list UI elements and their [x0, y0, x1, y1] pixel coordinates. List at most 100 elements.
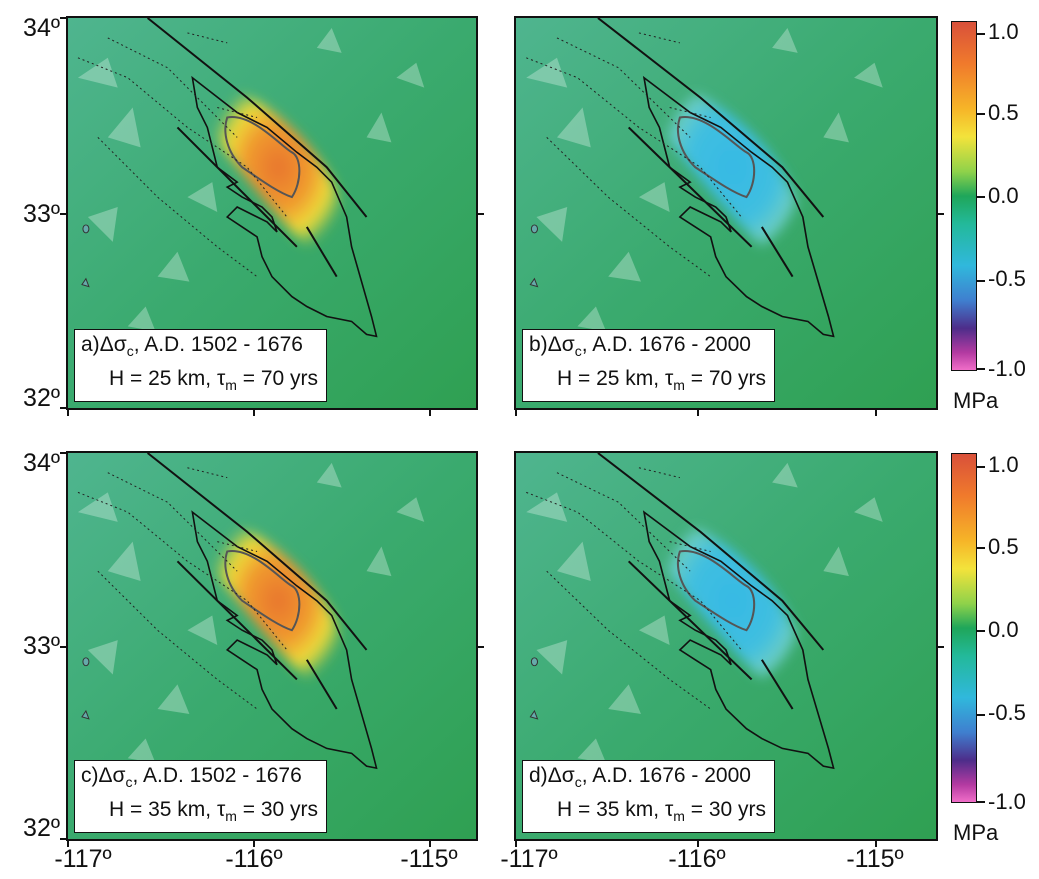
tick-mark [515, 410, 517, 416]
rupture-outline [642, 75, 835, 338]
y-label-34-bottom: 34º [23, 449, 60, 477]
panel-label-line1: a)Δσc, A.D. 1502 - 1676 [81, 331, 318, 365]
y-label-33-top: 33º [23, 200, 60, 228]
fault-trace [627, 560, 753, 681]
colorbar-tick [977, 630, 985, 632]
thickness-text: H = 25 km, [109, 366, 217, 390]
colorbar-tick [977, 466, 985, 468]
panel-letter: b) [529, 332, 548, 356]
period-text: , A.D. 1676 - 2000 [581, 763, 751, 787]
small-lake [81, 709, 90, 720]
colorbar-label-0: 0.0 [988, 183, 1019, 208]
tick-mark [429, 841, 431, 847]
tick-mark [697, 841, 699, 847]
tick-mark [515, 841, 517, 847]
fault-trace [305, 226, 338, 278]
small-lake [81, 277, 90, 288]
stress-anomaly [659, 77, 806, 257]
small-lake [82, 224, 90, 234]
panel-label-box: d)Δσc, A.D. 1676 - 2000 H = 35 km, τm = 3… [522, 759, 776, 833]
stress-symbol: Δσ [98, 763, 126, 787]
fault-trace [146, 453, 368, 651]
tick-mark [937, 646, 944, 648]
period-text: , A.D. 1502 - 1676 [132, 763, 302, 787]
small-lake [530, 224, 539, 234]
fault-trace [597, 18, 825, 218]
fault-trace-dotted [669, 541, 711, 552]
tau-subscript: m [673, 808, 685, 824]
tick-mark [429, 410, 431, 416]
fault-trace-dotted [669, 107, 711, 118]
relaxation-time-text: = 70 yrs [684, 366, 767, 390]
panel-label-line2: H = 25 km, τm = 70 yrs [529, 365, 766, 399]
relaxation-time-text: = 30 yrs [684, 797, 767, 821]
panel-letter: d) [529, 763, 548, 787]
fault-trace-dotted [638, 32, 681, 44]
panel-label-line1: c)Δσc, A.D. 1502 - 1676 [81, 762, 318, 796]
stress-anomaly [659, 512, 806, 690]
tick-mark [253, 841, 255, 847]
panel-label-line2: H = 25 km, τm = 70 yrs [81, 365, 318, 399]
fault-trace [176, 560, 298, 681]
stress-symbol: Δσ [547, 332, 575, 356]
panel-letter: a) [81, 332, 100, 356]
colorbar-unit: MPa [953, 820, 999, 845]
thickness-text: H = 25 km, [557, 366, 665, 390]
map-panel-c: c)Δσc, A.D. 1502 - 1676 H = 35 km, τm = 3… [66, 451, 478, 841]
x-label-115-right: -115º [846, 845, 904, 873]
colorbar-label-05: 0.5 [988, 534, 1019, 559]
map-panel-a: a)Δσc, A.D. 1502 - 1676 H = 25 km, τm = 7… [66, 16, 478, 410]
colorbar-tick [977, 113, 985, 115]
tick-mark [253, 410, 255, 416]
fault-trace [146, 18, 368, 218]
period-text: , A.D. 1676 - 2000 [581, 332, 751, 356]
tau-subscript: m [225, 377, 237, 393]
colorbar-tick [977, 368, 985, 370]
tick-mark [477, 646, 484, 648]
panel-label-box: a)Δσc, A.D. 1502 - 1676 H = 25 km, τm = 7… [74, 328, 328, 402]
colorbar-label-1: 1.0 [988, 19, 1019, 44]
tick-mark [937, 213, 944, 215]
tau-subscript: m [225, 808, 237, 824]
stress-anomaly [207, 77, 350, 257]
inner-contour [224, 116, 301, 199]
tick-mark [60, 838, 67, 840]
x-label-117-left: -117º [54, 845, 112, 873]
rupture-outline [642, 510, 835, 770]
fault-trace-dotted [526, 491, 742, 651]
y-label-32-bottom: 32º [23, 814, 60, 842]
fault-trace [305, 659, 338, 710]
y-label-32-top: 32º [23, 384, 60, 412]
y-label-33-bottom: 33º [23, 632, 60, 660]
tick-mark [697, 410, 699, 416]
x-label-116-right: -116º [668, 845, 726, 873]
map-panel-b: b)Δσc, A.D. 1676 - 2000 H = 25 km, τm = 7… [514, 16, 938, 410]
inner-contour [676, 550, 756, 632]
x-label-116-left: -116º [225, 845, 283, 873]
fault-trace-dotted [217, 541, 258, 552]
colorbar-label-1: 1.0 [988, 452, 1019, 477]
tick-mark [60, 646, 67, 648]
panel-label-line2: H = 35 km, τm = 30 yrs [529, 796, 766, 830]
colorbar-tick [977, 33, 985, 35]
tau-symbol: τ [664, 366, 674, 390]
small-lake [82, 657, 90, 667]
fault-trace-dotted [77, 491, 288, 651]
fault-trace-dotted [187, 32, 228, 44]
inner-contour [224, 550, 301, 632]
panel-letter: c) [81, 763, 99, 787]
colorbar-tick [977, 801, 985, 803]
tau-symbol: τ [216, 797, 226, 821]
colorbar-bottom [951, 453, 977, 803]
relaxation-time-text: = 70 yrs [236, 366, 319, 390]
tau-symbol: τ [664, 797, 674, 821]
panel-label-line1: b)Δσc, A.D. 1676 - 2000 [529, 331, 766, 365]
tick-mark [875, 410, 877, 416]
colorbar-label-m05: -0.5 [988, 700, 1026, 725]
colorbar-label-m1: -1.0 [988, 356, 1026, 381]
small-lake [529, 277, 539, 288]
tick-mark [477, 213, 484, 215]
tau-symbol: τ [216, 366, 226, 390]
fault-trace [176, 126, 298, 248]
tick-mark [67, 410, 69, 416]
